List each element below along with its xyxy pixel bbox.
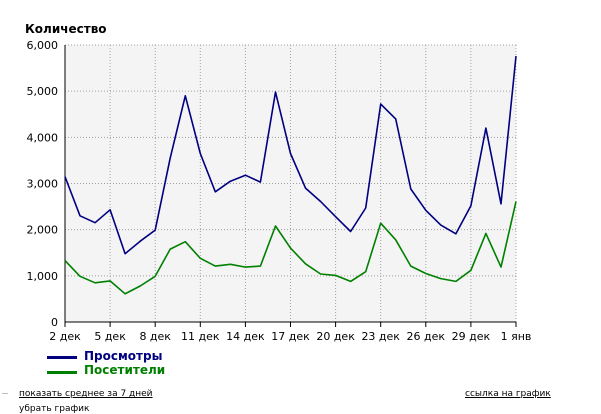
series-line-0 xyxy=(64,56,517,255)
legend-label-visitors: Посетители xyxy=(84,363,166,377)
x-tick-label: 26 дек xyxy=(407,330,446,343)
y-tick-label: 4,000 xyxy=(27,131,59,144)
x-tick-label: 11 дек xyxy=(181,330,220,343)
y-tick-label: 0 xyxy=(51,316,58,329)
x-tick-label: 1 янв xyxy=(501,330,532,343)
legend-swatch-views xyxy=(47,356,77,359)
y-tick-label: 2,000 xyxy=(27,224,59,237)
line-chart: 0 1,000 2,000 3,000 4,000 5,000 6,000 2 дек 5 д… xyxy=(25,22,532,343)
remove-chart-link[interactable]: убрать график xyxy=(19,404,90,414)
y-tick-label: 6,000 xyxy=(27,39,59,52)
y-tick-label: 5,000 xyxy=(27,85,59,98)
x-tick-label: 8 дек xyxy=(139,330,171,343)
x-tick-label: 20 дек xyxy=(316,330,355,343)
series-line-1 xyxy=(64,201,517,295)
legend-swatch-visitors xyxy=(47,371,77,374)
chart-link[interactable]: ссылка на график xyxy=(465,389,551,399)
x-tick-label: 5 дек xyxy=(94,330,126,343)
y-tick-label: 1,000 xyxy=(27,270,59,283)
link-marker xyxy=(2,393,8,394)
x-tick-label: 29 дек xyxy=(452,330,491,343)
x-axis: 2 дек 5 дек 8 дек 11 дек 14 дек 17 дек 20 дек 2… xyxy=(49,321,532,343)
x-tick-label: 23 дек xyxy=(361,330,400,343)
legend-label-views: Просмотры xyxy=(84,349,163,363)
x-tick-label: 14 дек xyxy=(226,330,265,343)
grid-lines xyxy=(65,44,517,322)
series-group xyxy=(64,56,517,295)
y-axis: 0 1,000 2,000 3,000 4,000 5,000 6,000 xyxy=(27,39,66,329)
x-tick-label: 2 дек xyxy=(49,330,81,343)
y-tick-label: 3,000 xyxy=(27,178,59,191)
x-tick-label: 17 дек xyxy=(271,330,310,343)
show-average-link[interactable]: показать среднее за 7 дней xyxy=(19,389,153,399)
chart-title: Количество xyxy=(25,22,107,36)
